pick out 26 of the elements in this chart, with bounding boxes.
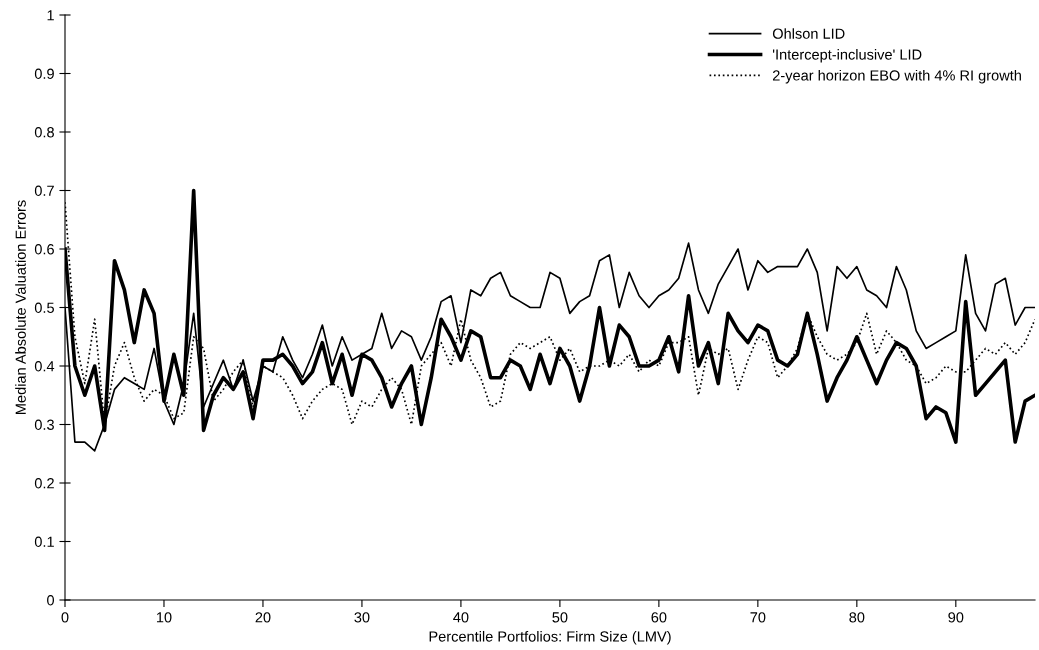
- y-tick-label: 0.5: [34, 302, 54, 313]
- x-tick-label: 50: [552, 612, 568, 623]
- x-tick-label: 0: [61, 612, 69, 623]
- x-tick-label: 90: [948, 612, 964, 623]
- y-tick-label: 0.4: [34, 361, 55, 372]
- x-tick-label: 60: [651, 612, 667, 623]
- y-tick-label: 0: [47, 595, 55, 606]
- y-tick-label: 1: [47, 10, 54, 21]
- y-tick-label: 0.9: [34, 68, 54, 79]
- x-axis-title: Percentile Portfolios: Firm Size (LMV): [429, 630, 671, 645]
- legend-label: 2-year horizon EBO with 4% RI growth: [772, 69, 1021, 84]
- y-tick-label: 0.7: [34, 185, 54, 196]
- x-tick-label: 70: [750, 612, 766, 623]
- y-tick-label: 0.8: [34, 127, 54, 138]
- x-tick-label: 10: [156, 612, 172, 623]
- x-tick-label: 30: [354, 612, 370, 623]
- x-tick-label: 80: [849, 612, 865, 623]
- x-tick-label: 20: [255, 612, 271, 623]
- y-tick-label: 0.1: [34, 536, 54, 547]
- y-tick-label: 0.6: [34, 244, 54, 255]
- y-tick-label: 0.3: [34, 419, 54, 430]
- y-tick-label: 0.2: [34, 478, 54, 489]
- y-axis-title: Median Absolute Valuation Errors: [15, 200, 26, 414]
- legend-label: Ohlson LID: [772, 28, 845, 39]
- x-tick-label: 40: [453, 612, 469, 623]
- legend-label: 'Intercept-inclusive' LID: [772, 49, 922, 63]
